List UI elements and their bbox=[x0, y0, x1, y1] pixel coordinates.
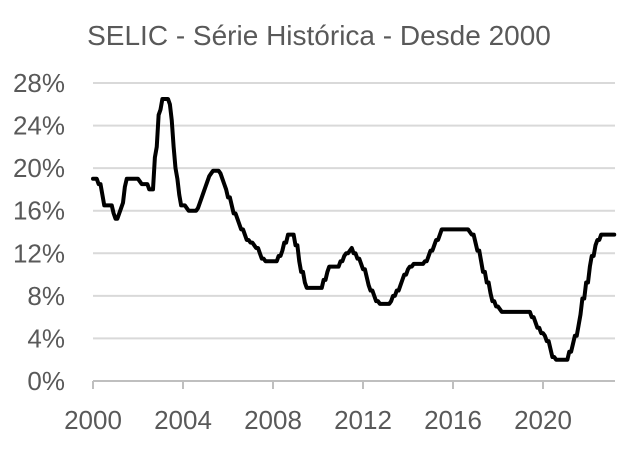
y-tick-label: 8% bbox=[27, 281, 65, 311]
x-tick-label: 2004 bbox=[154, 405, 212, 435]
x-axis bbox=[92, 380, 615, 389]
y-tick-label: 28% bbox=[13, 68, 65, 98]
x-tick-label: 2016 bbox=[424, 405, 482, 435]
x-tick-labels: 2000 2004 2008 2012 2016 2020 bbox=[64, 405, 572, 435]
y-tick-label: 0% bbox=[27, 366, 65, 396]
y-tick-label: 4% bbox=[27, 323, 65, 353]
chart-title: SELIC - Série Histórica - Desde 2000 bbox=[87, 20, 551, 51]
x-tick-label: 2008 bbox=[244, 405, 302, 435]
x-tick-label: 2000 bbox=[64, 405, 122, 435]
y-tick-label: 20% bbox=[13, 153, 65, 183]
y-tick-label: 24% bbox=[13, 111, 65, 141]
y-tick-label: 16% bbox=[13, 196, 65, 226]
x-tick-label: 2012 bbox=[334, 405, 392, 435]
series-line-selic bbox=[91, 96, 617, 362]
x-tick-label: 2020 bbox=[514, 405, 572, 435]
y-tick-labels: 0% 4% 8% 12% 16% 20% 24% 28% bbox=[13, 68, 65, 396]
y-tick-label: 12% bbox=[13, 238, 65, 268]
